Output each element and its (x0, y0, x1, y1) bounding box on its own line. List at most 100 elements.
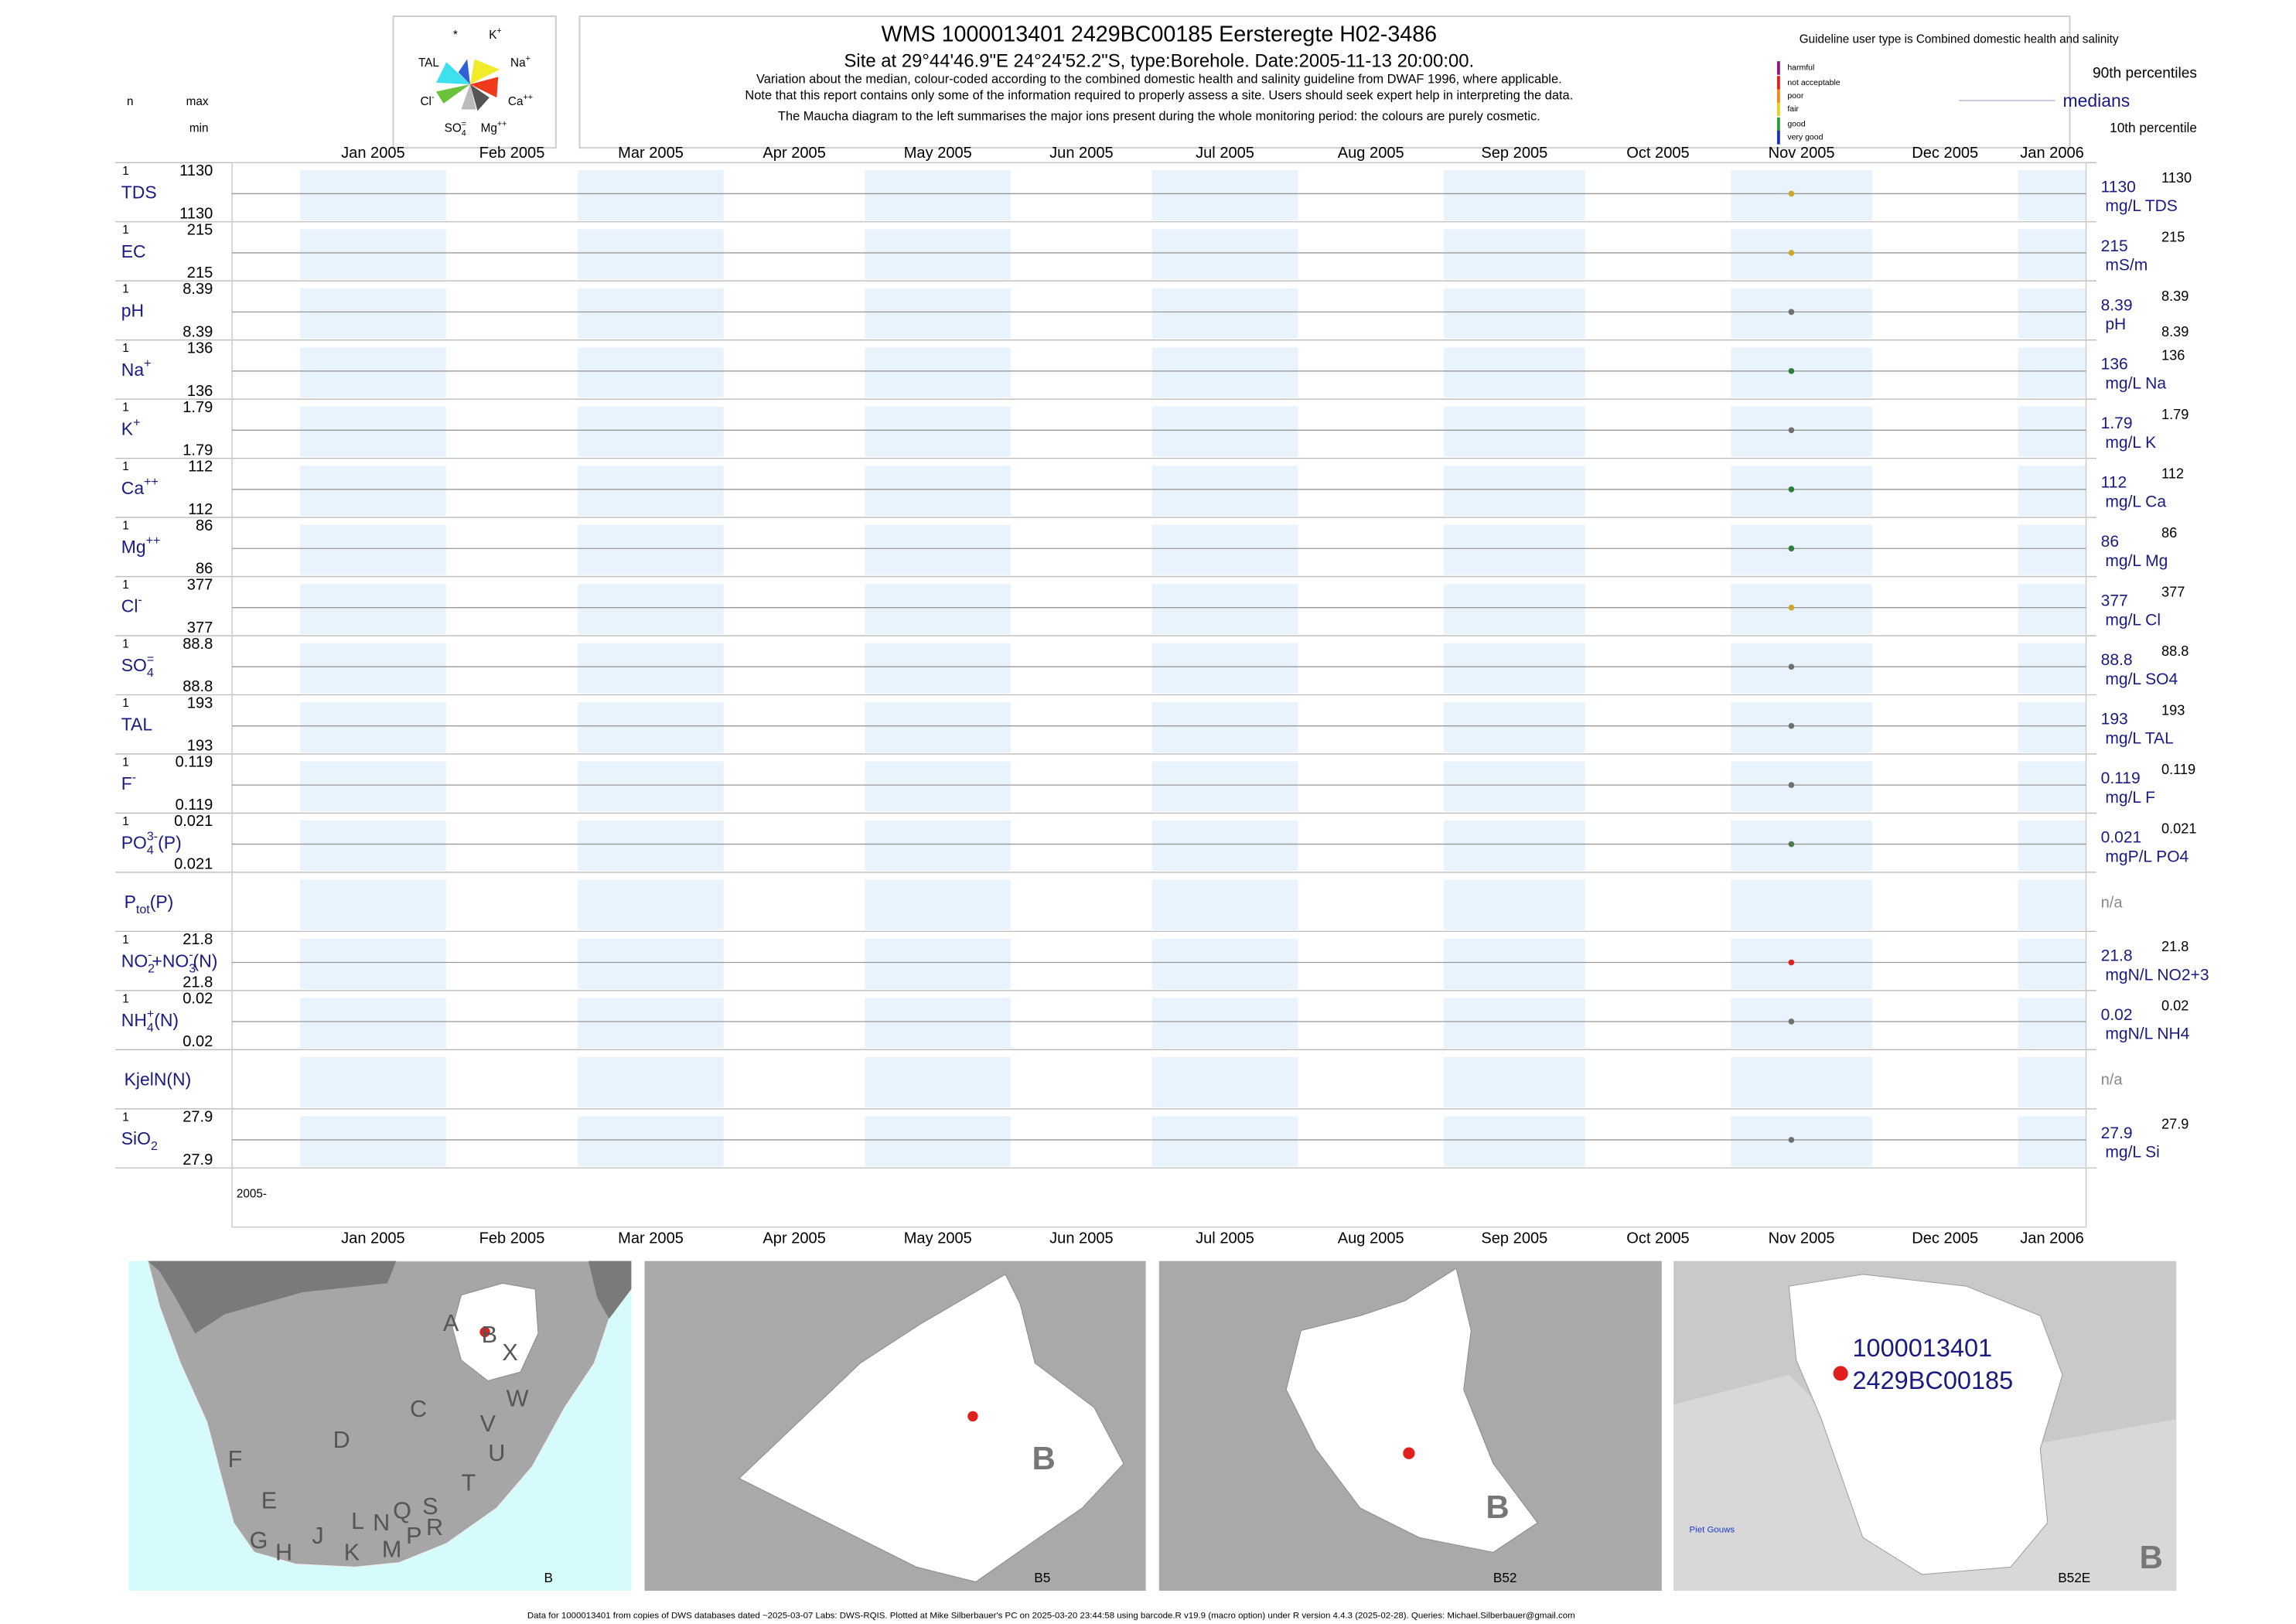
n-value: 1 (122, 815, 129, 828)
month-band (1731, 347, 1872, 398)
data-point (1788, 841, 1795, 848)
month-band (1444, 466, 1585, 517)
map-label: L (351, 1508, 364, 1534)
note: Variation about the median, colour-coded… (756, 73, 1562, 87)
month-band (1444, 229, 1585, 280)
map-label: D (333, 1427, 350, 1453)
x-tick-label: Apr 2005 (762, 1230, 825, 1247)
map-label: N (373, 1510, 390, 1536)
map-label: W (507, 1385, 529, 1411)
month-band (578, 524, 724, 575)
unit: mg/L Si (2105, 1144, 2159, 1162)
max-value: 27.9 (183, 1109, 213, 1126)
min-value: 1.79 (183, 442, 213, 459)
median-value: 193 (2101, 711, 2128, 728)
legend-swatch (1776, 76, 1780, 90)
month-band (1151, 584, 1298, 635)
label-part: 4 (147, 844, 154, 858)
max-value: 0.02 (183, 991, 213, 1008)
month-band (300, 1116, 446, 1167)
month-band (2018, 406, 2086, 457)
label-part: F (121, 773, 132, 793)
guideline-label: Guideline user type is Combined domestic… (1800, 33, 2119, 46)
month-band (300, 998, 446, 1049)
x-tick-label: Nov 2005 (1769, 1230, 1835, 1247)
data-point (1788, 1137, 1795, 1143)
x-tick-label: Feb 2005 (479, 1230, 545, 1247)
row-label: NO2-+NO3-(N) (121, 948, 218, 976)
min-value: 27.9 (183, 1151, 213, 1169)
month-band (2018, 524, 2086, 575)
label-part: - (189, 948, 193, 962)
month-band (300, 879, 446, 930)
label-part: PO (121, 833, 147, 853)
label-part: - (148, 948, 152, 962)
map-label: S (422, 1493, 438, 1520)
legend-label: good (1787, 119, 1806, 128)
map-label: F (228, 1446, 243, 1472)
month-band (865, 643, 1012, 694)
month-band (578, 879, 724, 930)
row-label: Ca++ (121, 475, 159, 498)
unit: mg/L Cl (2105, 611, 2161, 629)
n-value: 1 (122, 992, 129, 1005)
x-tick-label: Jul 2005 (1196, 1230, 1254, 1247)
month-band (865, 466, 1012, 517)
row-label: SO4= (121, 652, 154, 680)
title: WMS 1000013401 2429BC00185 Eersteregte H… (882, 22, 1438, 46)
unit: mg/L TDS (2105, 197, 2177, 215)
x-tick-label: Nov 2005 (1769, 145, 1835, 162)
label-part: - (132, 770, 136, 784)
label-part: P (125, 892, 136, 912)
month-band (1731, 1116, 1872, 1167)
label-part: 4 (147, 1021, 154, 1035)
month-band (1731, 643, 1872, 694)
map-panel (1673, 1261, 2177, 1591)
map-label: X (502, 1339, 517, 1366)
label-part: pH (121, 300, 144, 320)
month-band (1444, 702, 1585, 753)
p90-value: 215 (2161, 230, 2185, 245)
data-point (1788, 722, 1795, 729)
month-band (300, 406, 446, 457)
month-band (1731, 879, 1872, 930)
label-part: ++ (146, 534, 161, 548)
month-band (578, 169, 724, 220)
month-band (865, 288, 1012, 339)
unit: mg/L Mg (2105, 552, 2168, 570)
label-part: NH (121, 1010, 147, 1030)
median-value: 136 (2101, 356, 2128, 374)
subtitle: Site at 29°44'46.9"E 24°24'52.2"S, type:… (844, 51, 1475, 72)
month-band (2018, 347, 2086, 398)
x-tick-label: Jan 2005 (341, 1230, 405, 1247)
month-band (578, 761, 724, 812)
map-label: P (406, 1523, 421, 1549)
month-band (865, 879, 1012, 930)
label-part: * (453, 29, 458, 42)
median-value: 0.119 (2101, 769, 2141, 787)
x-tick-label: Apr 2005 (762, 145, 825, 162)
unit: mg/L F (2105, 789, 2155, 807)
label-part: ++ (523, 93, 532, 102)
month-band (865, 938, 1012, 989)
max-value: 215 (187, 222, 213, 239)
month-band (865, 820, 1012, 871)
median-value: 8.39 (2101, 296, 2133, 314)
month-band (1151, 938, 1298, 989)
min-value: 215 (187, 264, 213, 281)
unit: mgP/L PO4 (2105, 848, 2189, 865)
month-band (300, 702, 446, 753)
max-value: 0.119 (176, 754, 213, 771)
map-label: A (443, 1310, 459, 1336)
month-band (578, 466, 724, 517)
max-value: 1130 (179, 162, 213, 179)
month-band (1151, 820, 1298, 871)
n-value: 1 (122, 460, 129, 473)
x-tick-label: Aug 2005 (1338, 1230, 1404, 1247)
label-part: + (147, 1007, 154, 1021)
month-band (2018, 466, 2086, 517)
month-band (865, 1116, 1012, 1167)
status: n/a (2101, 1072, 2124, 1089)
month-band (300, 466, 446, 517)
map-label: G (250, 1527, 268, 1554)
